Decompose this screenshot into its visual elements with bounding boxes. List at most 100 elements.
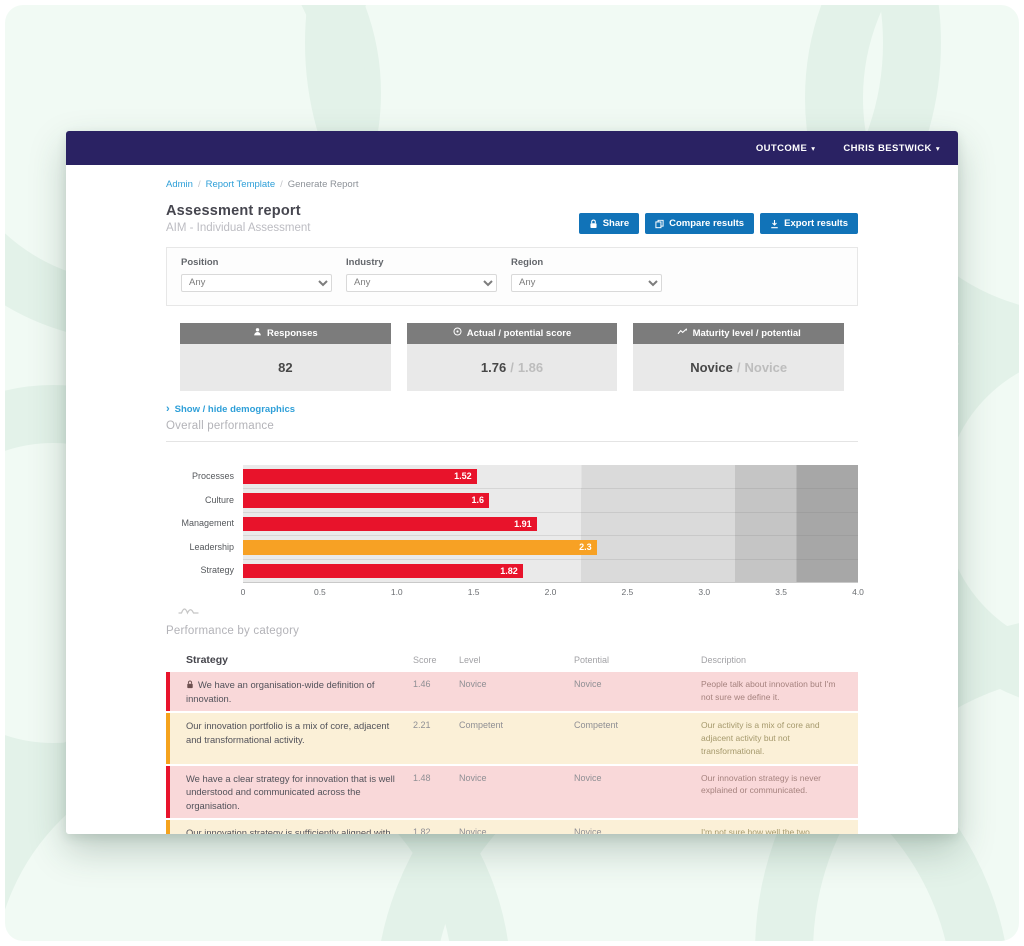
level-cell: Competent [459,720,504,731]
export-results-button-label: Export results [784,218,848,229]
description-cell: Our innovation strategy is never explain… [701,772,822,796]
axis-tick: 2.5 [621,587,634,597]
action-buttons: Share Compare results Export results [578,213,858,234]
table-section-title: Strategy [186,654,229,666]
nav-menu-outcome[interactable]: OUTCOME ▾ [756,143,816,154]
score-cell: 1.46 [413,679,431,689]
filter-region: Region Any [511,257,662,292]
description-cell: Our activity is a mix of core and adjace… [701,720,820,756]
potential-score-value: 1.86 [517,359,544,375]
bar-row: Leadership 2.3 [166,535,858,559]
bar: 1.6 [243,493,489,508]
target-icon [453,327,462,339]
bar-value: 1.52 [454,471,472,482]
maturity-separator: / [736,359,741,375]
compare-results-button-label: Compare results [669,218,745,229]
table-row: We have an organisation-wide definition … [166,672,858,712]
axis-tick: 1.0 [390,587,403,597]
maturity-card: Maturity level / potential Novice / Novi… [633,322,845,391]
chart-track: 1.91 [243,511,858,535]
bar: 1.91 [243,516,537,531]
trend-icon [677,327,688,339]
title-block: Assessment report AIM - Individual Asses… [166,203,310,234]
chart-track: 2.3 [243,535,858,559]
bar-value: 2.3 [579,542,592,553]
filters-panel: Position Any Industry Any Region Any [166,247,858,306]
axis-tick: 0 [240,587,246,597]
chevron-down-icon: ▾ [935,144,940,153]
table-row: We have a clear strategy for innovation … [166,765,858,819]
statement-cell: Our innovation strategy is sufficiently … [186,827,391,834]
chart-track: 1.52 [243,464,858,488]
responses-card: Responses 82 [180,322,391,391]
bar-row: Processes 1.52 [166,464,858,488]
axis-tick: 3.0 [698,587,711,597]
region-select[interactable]: Any [511,273,662,292]
table-section-header: Strategy Score Level Potential Description [166,647,858,672]
statement-cell: We have a clear strategy for innovation … [186,772,395,811]
maturity-card-title: Maturity level / potential [692,327,801,339]
column-header: Potential [574,655,610,665]
potential-cell: Novice [574,679,602,689]
bar-value: 1.82 [500,565,518,576]
bar-value: 1.6 [471,495,484,506]
bar-value: 1.91 [514,518,532,529]
performance-by-category-title: Performance by category [166,625,300,637]
bar: 2.3 [243,540,597,555]
compare-results-button[interactable]: Compare results [645,213,755,234]
bar: 1.52 [243,468,477,484]
axis-tick: 1.5 [467,587,480,597]
potential-cell: Competent [574,720,619,731]
breadcrumb: Admin / Report Template / Generate Repor… [166,179,858,190]
export-icon [770,219,779,229]
chevron-down-icon: ▾ [811,144,816,153]
performance-table: Strategy Score Level Potential Description We… [166,647,858,834]
overall-performance-title: Overall performance [166,419,274,432]
show-hide-demographics-link[interactable]: › Show / hide demographics [166,404,858,415]
app-window: OUTCOME ▾ CHRIS BESTWICK ▾ Admin / Repor… [66,131,958,834]
export-results-button[interactable]: Export results [760,213,858,234]
table-row: Our innovation portfolio is a mix of cor… [166,713,858,764]
column-header: Description [701,655,747,665]
filter-industry-label: Industry [346,257,384,268]
bar-row: Management 1.91 [166,511,858,535]
axis-tick: 3.5 [775,587,788,597]
chevron-right-icon: › [166,403,170,415]
responses-card-title: Responses [266,327,318,339]
position-select[interactable]: Any [181,273,332,292]
bar-label: Leadership [189,541,234,552]
maturity-level-value: Novice [690,359,733,375]
stat-cards: Responses 82 Actual / potential score 1.… [166,322,858,391]
filter-position-label: Position [181,257,219,268]
lock-icon [589,219,598,229]
breadcrumb-report-template[interactable]: Report Template [205,179,276,190]
score-card-title: Actual / potential score [466,327,572,339]
column-header: Level [459,655,481,665]
chart-track: 1.6 [243,488,858,512]
share-button-label: Share [602,218,630,229]
breadcrumb-separator: / [197,179,201,190]
breadcrumb-admin[interactable]: Admin [166,179,193,190]
share-button[interactable]: Share [578,213,640,234]
description-cell: People talk about innovation but I'm not… [701,679,836,702]
distribution-icon[interactable] [178,602,858,620]
nav-menu-user[interactable]: CHRIS BESTWICK ▾ [843,143,940,154]
chart-track: 1.82 [243,558,858,582]
table-section: Strategy Score Level Potential Description We… [166,647,858,834]
demographics-link-label: Show / hide demographics [174,403,296,415]
compare-icon [655,219,664,229]
nav-menu-outcome-label: OUTCOME [755,142,808,154]
actual-score-value: 1.76 [480,359,507,375]
breadcrumb-separator: / [280,179,283,190]
table-row: Our innovation strategy is sufficiently … [166,820,858,834]
score-cell: 1.48 [413,772,431,783]
page-content: Admin / Report Template / Generate Repor… [66,165,958,834]
overall-performance-chart: Processes 1.52 Culture 1.6 Management 1.91 Lea… [166,464,858,582]
axis-tick: 4.0 [852,587,864,597]
potential-cell: Novice [574,827,602,834]
description-cell: I'm not sure how well the two strategies… [701,827,810,834]
lock-icon [187,680,193,689]
industry-select[interactable]: Any [346,273,497,292]
level-cell: Novice [459,772,487,783]
bar-label: Strategy [200,565,234,576]
